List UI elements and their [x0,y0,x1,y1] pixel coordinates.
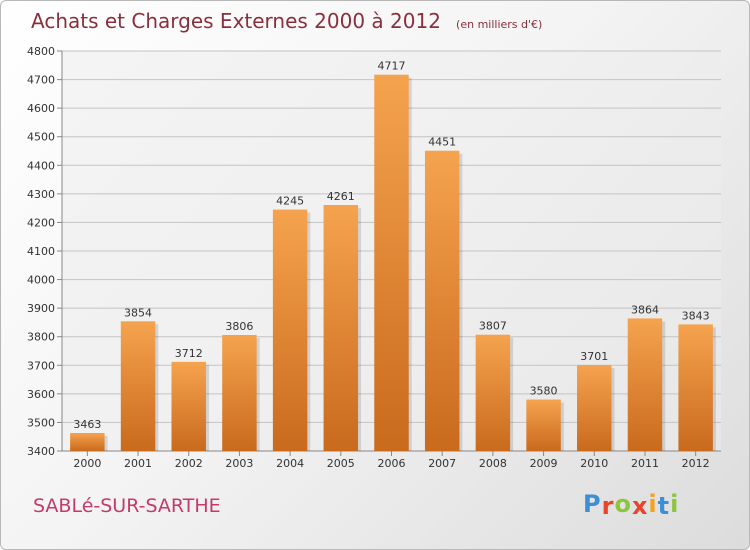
bar [526,399,561,451]
bar [120,321,156,451]
bar-value-label: 3843 [682,309,710,322]
x-tick-label: 2008 [479,457,507,470]
bar [475,334,511,451]
y-tick-label: 3600 [27,388,55,401]
logo-letter: x [631,492,649,520]
logo-letter: t [657,492,671,520]
y-tick-label: 4800 [27,45,55,58]
y-tick-label: 4300 [27,188,55,201]
bar-value-label: 3701 [580,350,608,363]
y-tick-label: 3800 [27,331,55,344]
y-tick-label: 4700 [27,74,55,87]
y-tick-label: 4400 [27,159,55,172]
logo-letter: r [601,492,615,520]
y-tick-label: 4500 [27,131,55,144]
x-tick-label: 2011 [631,457,659,470]
bar [424,150,460,451]
bar [323,205,359,451]
chart-unit: (en milliers d'€) [456,18,543,31]
x-tick-label: 2004 [276,457,304,470]
y-tick-label: 4200 [27,216,55,229]
bar-value-label: 3807 [479,320,507,333]
proxiti-logo: Proxiti [583,490,680,520]
y-tick-label: 4600 [27,102,55,115]
bar-value-label: 3463 [73,418,101,431]
logo-letter: P [583,490,602,518]
bar-value-label: 4451 [428,136,456,149]
x-tick-label: 2005 [327,457,355,470]
y-tick-label: 4100 [27,245,55,258]
y-tick-label: 3400 [27,445,55,458]
bar [577,365,612,451]
bar [222,335,257,451]
y-tick-label: 3500 [27,416,55,429]
y-tick-label: 3900 [27,302,55,315]
city-name: SABLé-SUR-SARTHE [33,495,221,517]
y-tick-label: 4000 [27,274,55,287]
bar [678,324,713,451]
x-tick-label: 2007 [428,457,456,470]
bar-value-label: 3864 [631,303,659,316]
chart-title-block: Achats et Charges Externes 2000 à 2012 (… [31,9,542,33]
bar-value-label: 4261 [327,190,355,203]
bar-value-label: 3806 [225,320,253,333]
bar-value-label: 3854 [124,306,152,319]
chart-title: Achats et Charges Externes 2000 à 2012 [31,9,441,33]
logo-letter: i [670,490,680,518]
bar-value-label: 4245 [276,195,304,208]
x-tick-label: 2001 [124,457,152,470]
x-tick-label: 2006 [378,457,406,470]
bar [171,361,206,451]
bar [272,209,308,451]
x-tick-label: 2000 [73,457,101,470]
y-tick-label: 3700 [27,359,55,372]
x-tick-label: 2009 [530,457,558,470]
x-tick-label: 2003 [225,457,253,470]
bar-value-label: 3580 [530,385,558,398]
bar-value-label: 4717 [378,60,406,73]
bar [374,74,409,451]
x-tick-label: 2010 [580,457,608,470]
logo-letter: i [648,490,658,518]
logo-letter: o [614,490,632,518]
x-tick-label: 2012 [682,457,710,470]
bar-value-label: 3712 [175,347,203,360]
bar [70,433,105,451]
x-tick-label: 2002 [175,457,203,470]
bar [627,318,663,451]
